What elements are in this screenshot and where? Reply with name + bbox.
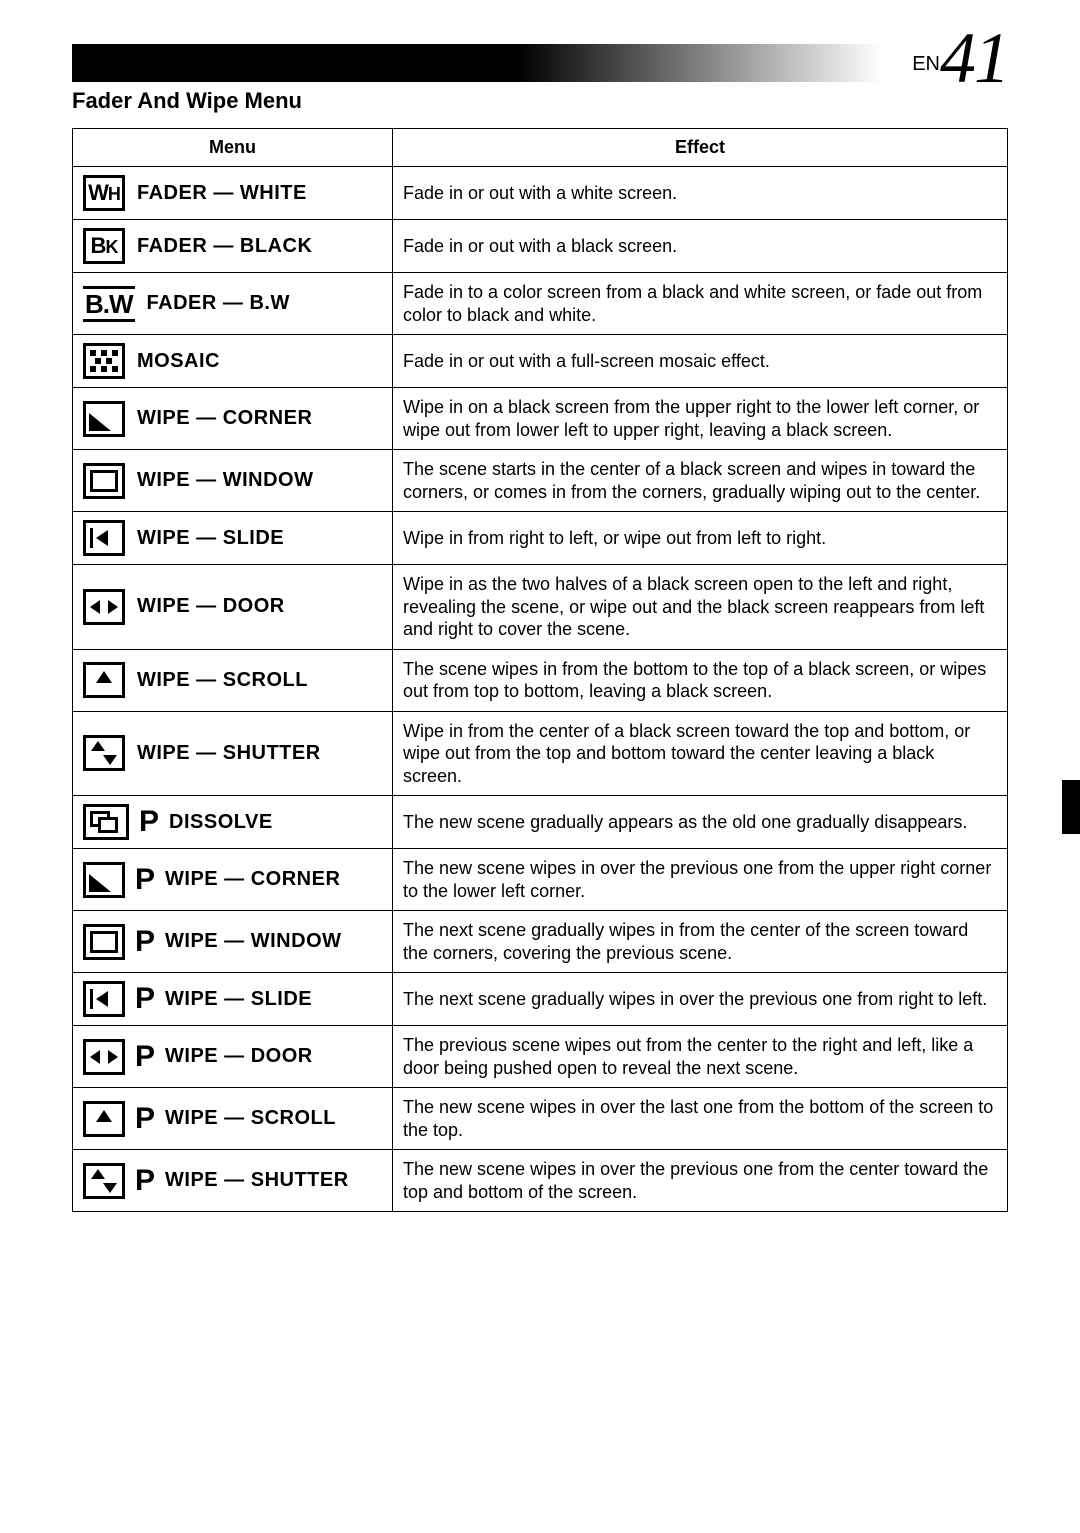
wipe-slide-icon (83, 981, 125, 1017)
menu-label: WIPE — DOOR (137, 594, 285, 619)
p-mark-icon: P (135, 1042, 155, 1072)
table-row: WIPE — SLIDE Wipe in from right to left,… (73, 512, 1008, 565)
effect-text: The scene wipes in from the bottom to th… (393, 649, 1008, 711)
wipe-shutter-icon (83, 735, 125, 771)
menu-label: WIPE — SLIDE (165, 987, 312, 1012)
effect-text: The next scene gradually wipes in from t… (393, 911, 1008, 973)
wipe-door-icon (83, 589, 125, 625)
col-header-effect: Effect (393, 129, 1008, 167)
menu-label: FADER — B.W (147, 291, 290, 316)
wipe-door-icon (83, 1039, 125, 1075)
menu-label: WIPE — CORNER (165, 867, 340, 892)
table-row: P WIPE — CORNER The new scene wipes in o… (73, 849, 1008, 911)
section-title: Fader And Wipe Menu (72, 88, 1008, 114)
menu-label: WIPE — SHUTTER (165, 1168, 349, 1193)
menu-label: WIPE — WINDOW (137, 468, 313, 493)
menu-label: WIPE — SHUTTER (137, 741, 321, 766)
p-mark-icon: P (135, 927, 155, 957)
p-mark-icon: P (135, 865, 155, 895)
effect-text: Fade in or out with a white screen. (393, 167, 1008, 220)
menu-label: FADER — BLACK (137, 234, 312, 259)
table-row: P DISSOLVE The new scene gradually appea… (73, 796, 1008, 849)
effect-text: Wipe in from right to left, or wipe out … (393, 512, 1008, 565)
menu-label: MOSAIC (137, 349, 220, 374)
wipe-slide-icon (83, 520, 125, 556)
table-row: P WIPE — DOOR The previous scene wipes o… (73, 1026, 1008, 1088)
page-root: EN41 Fader And Wipe Menu Menu Effect WH … (0, 0, 1080, 1533)
col-header-menu: Menu (73, 129, 393, 167)
effect-text: The new scene gradually appears as the o… (393, 796, 1008, 849)
effect-text: Wipe in from the center of a black scree… (393, 711, 1008, 796)
menu-label: FADER — WHITE (137, 181, 307, 206)
menu-label: WIPE — DOOR (165, 1044, 313, 1069)
menu-label: WIPE — SCROLL (137, 668, 308, 693)
dissolve-icon (83, 804, 129, 840)
table-row: WH FADER — WHITE Fade in or out with a w… (73, 167, 1008, 220)
menu-label: DISSOLVE (169, 810, 273, 835)
wipe-window-icon (83, 924, 125, 960)
table-row: BK FADER — BLACK Fade in or out with a b… (73, 220, 1008, 273)
wipe-shutter-icon (83, 1163, 125, 1199)
table-row: MOSAIC Fade in or out with a full-screen… (73, 335, 1008, 388)
page-number-value: 41 (940, 18, 1008, 98)
table-body: WH FADER — WHITE Fade in or out with a w… (73, 167, 1008, 1212)
fader-white-icon: WH (83, 175, 125, 211)
table-row: WIPE — CORNER Wipe in on a black screen … (73, 388, 1008, 450)
fader-bw-icon: B.W (83, 286, 135, 322)
effect-text: The previous scene wipes out from the ce… (393, 1026, 1008, 1088)
gradient-bar (72, 44, 882, 82)
p-mark-icon: P (139, 807, 159, 837)
wipe-scroll-icon (83, 662, 125, 698)
page-lang-code: EN (912, 53, 940, 75)
menu-label: WIPE — SCROLL (165, 1106, 336, 1131)
effect-text: Fade in or out with a black screen. (393, 220, 1008, 273)
menu-label: WIPE — SLIDE (137, 526, 284, 551)
header-bar: EN41 (72, 44, 1008, 82)
effect-text: The new scene wipes in over the previous… (393, 849, 1008, 911)
table-row: WIPE — SCROLL The scene wipes in from th… (73, 649, 1008, 711)
wipe-corner-icon (83, 862, 125, 898)
table-row: P WIPE — SLIDE The next scene gradually … (73, 973, 1008, 1026)
table-row: P WIPE — SHUTTER The new scene wipes in … (73, 1150, 1008, 1212)
p-mark-icon: P (135, 1104, 155, 1134)
menu-label: WIPE — WINDOW (165, 929, 341, 954)
table-row: WIPE — WINDOW The scene starts in the ce… (73, 450, 1008, 512)
table-row: P WIPE — SCROLL The new scene wipes in o… (73, 1088, 1008, 1150)
wipe-scroll-icon (83, 1101, 125, 1137)
page-number: EN41 (912, 22, 1008, 94)
effect-text: The scene starts in the center of a blac… (393, 450, 1008, 512)
effect-text: Wipe in on a black screen from the upper… (393, 388, 1008, 450)
table-row: P WIPE — WINDOW The next scene gradually… (73, 911, 1008, 973)
side-tab (1062, 780, 1080, 834)
effect-text: The new scene wipes in over the last one… (393, 1088, 1008, 1150)
wipe-corner-icon (83, 401, 125, 437)
effect-text: The next scene gradually wipes in over t… (393, 973, 1008, 1026)
effect-text: Fade in or out with a full-screen mosaic… (393, 335, 1008, 388)
p-mark-icon: P (135, 984, 155, 1014)
wipe-window-icon (83, 463, 125, 499)
mosaic-icon (83, 343, 125, 379)
table-row: WIPE — SHUTTER Wipe in from the center o… (73, 711, 1008, 796)
fader-black-icon: BK (83, 228, 125, 264)
table-row: WIPE — DOOR Wipe in as the two halves of… (73, 565, 1008, 650)
fader-wipe-table: Menu Effect WH FADER — WHITE Fade in or … (72, 128, 1008, 1212)
effect-text: Wipe in as the two halves of a black scr… (393, 565, 1008, 650)
effect-text: Fade in to a color screen from a black a… (393, 273, 1008, 335)
menu-label: WIPE — CORNER (137, 406, 312, 431)
effect-text: The new scene wipes in over the previous… (393, 1150, 1008, 1212)
table-row: B.W FADER — B.W Fade in to a color scree… (73, 273, 1008, 335)
p-mark-icon: P (135, 1166, 155, 1196)
